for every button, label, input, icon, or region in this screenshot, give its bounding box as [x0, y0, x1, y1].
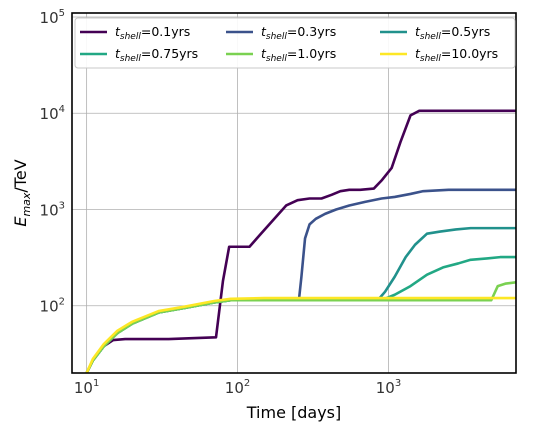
legend-label-2: tshell=0.5yrs [415, 24, 490, 42]
y-axis-label: Emax/TeV [11, 159, 33, 226]
legend-label-5: tshell=10.0yrs [415, 46, 498, 64]
x-tick-label: 101 [74, 378, 99, 397]
legend-label-4: tshell=1.0yrs [261, 46, 336, 64]
legend-label-0: tshell=0.1yrs [115, 24, 190, 42]
legend-label-3: tshell=0.75yrs [115, 46, 198, 64]
x-axis-label: Time [days] [246, 403, 342, 422]
grid [72, 13, 516, 373]
plot-background [72, 13, 516, 373]
legend-label-1: tshell=0.3yrs [261, 24, 336, 42]
y-tick-label: 105 [40, 8, 65, 27]
ticks: 101 102 103 102 103 104 105 [40, 8, 402, 397]
series-line-5 [85, 296, 516, 373]
series-layer [85, 109, 516, 373]
y-tick-label: 103 [40, 200, 65, 219]
x-tick-label: 103 [376, 378, 401, 397]
plot-frame [71, 12, 517, 374]
x-tick-label: 102 [225, 378, 250, 397]
legend: tshell=0.1yrs tshell=0.3yrs tshell=0.5yrs t… [74, 17, 516, 69]
series-line-0 [85, 109, 516, 373]
y-tick-label: 102 [40, 297, 65, 316]
y-tick-label: 104 [40, 104, 65, 123]
legend-frame [74, 17, 516, 69]
